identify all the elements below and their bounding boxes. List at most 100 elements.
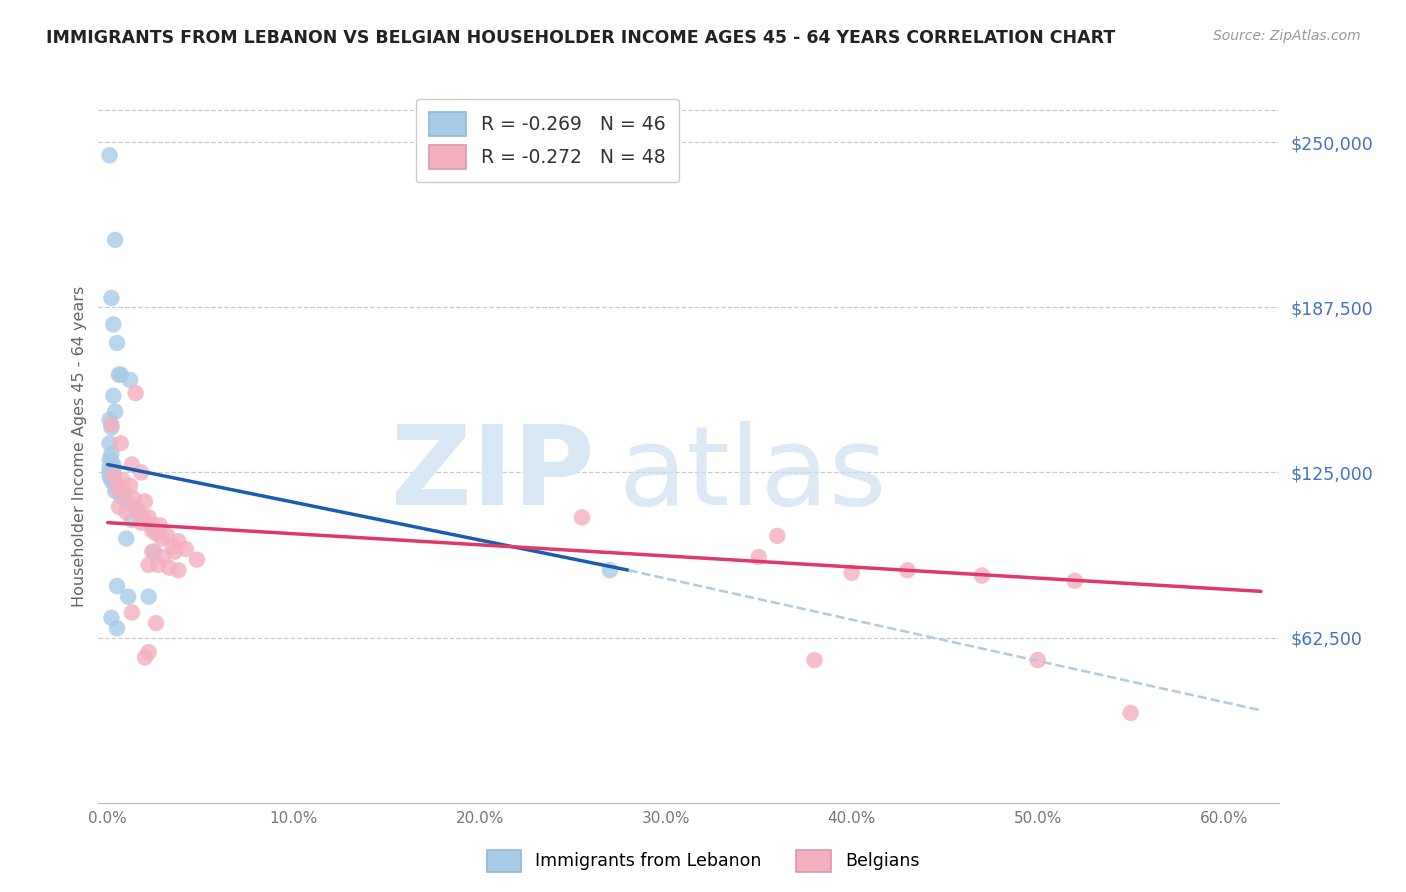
Point	[132, 510, 155, 524]
Text: atlas: atlas	[619, 421, 887, 528]
Point	[127, 502, 149, 516]
Point	[111, 474, 134, 488]
Point	[122, 491, 145, 506]
Point	[129, 516, 152, 530]
Point	[157, 560, 180, 574]
Point	[100, 455, 122, 469]
Point	[100, 447, 122, 461]
Point	[141, 524, 163, 538]
Point	[110, 436, 132, 450]
Point	[141, 518, 163, 533]
Point	[121, 606, 143, 620]
Text: IMMIGRANTS FROM LEBANON VS BELGIAN HOUSEHOLDER INCOME AGES 45 - 64 YEARS CORRELA: IMMIGRANTS FROM LEBANON VS BELGIAN HOUSE…	[46, 29, 1115, 47]
Point	[104, 233, 127, 247]
Point	[156, 529, 179, 543]
Point	[138, 558, 160, 572]
Point	[138, 645, 160, 659]
Point	[1026, 653, 1049, 667]
Point	[141, 545, 163, 559]
Point	[103, 318, 125, 332]
Point	[110, 489, 132, 503]
Point	[98, 412, 121, 426]
Point	[896, 563, 918, 577]
Point	[100, 461, 122, 475]
Legend: Immigrants from Lebanon, Belgians: Immigrants from Lebanon, Belgians	[479, 843, 927, 879]
Point	[803, 653, 825, 667]
Point	[105, 481, 128, 495]
Point	[103, 389, 125, 403]
Point	[186, 552, 208, 566]
Point	[152, 549, 174, 564]
Text: ZIP: ZIP	[391, 421, 595, 528]
Point	[124, 386, 146, 401]
Point	[146, 558, 169, 572]
Point	[115, 505, 138, 519]
Point	[98, 469, 121, 483]
Point	[970, 568, 993, 582]
Point	[149, 518, 172, 533]
Point	[105, 478, 128, 492]
Point	[118, 497, 141, 511]
Point	[104, 404, 127, 418]
Point	[127, 505, 149, 519]
Point	[118, 478, 141, 492]
Y-axis label: Householder Income Ages 45 - 64 years: Householder Income Ages 45 - 64 years	[72, 285, 87, 607]
Point	[98, 460, 121, 475]
Point	[114, 491, 136, 506]
Point	[103, 458, 125, 472]
Point	[1063, 574, 1085, 588]
Point	[105, 579, 128, 593]
Point	[121, 458, 143, 472]
Point	[103, 475, 125, 490]
Point	[143, 545, 166, 559]
Point	[599, 563, 621, 577]
Point	[766, 529, 789, 543]
Point	[103, 467, 125, 481]
Point	[103, 468, 125, 483]
Text: Source: ZipAtlas.com: Source: ZipAtlas.com	[1213, 29, 1361, 44]
Point	[162, 540, 184, 554]
Legend: R = -0.269   N = 46, R = -0.272   N = 48: R = -0.269 N = 46, R = -0.272 N = 48	[416, 99, 679, 182]
Point	[129, 466, 152, 480]
Point	[103, 471, 125, 485]
Point	[1119, 706, 1142, 720]
Point	[134, 650, 156, 665]
Point	[145, 616, 167, 631]
Point	[138, 510, 160, 524]
Point	[748, 549, 770, 564]
Point	[98, 148, 121, 162]
Point	[145, 526, 167, 541]
Point	[104, 483, 127, 498]
Point	[108, 481, 131, 495]
Point	[110, 368, 132, 382]
Point	[105, 335, 128, 350]
Point	[108, 368, 131, 382]
Point	[114, 486, 136, 500]
Point	[167, 563, 190, 577]
Point	[121, 513, 143, 527]
Point	[98, 452, 121, 467]
Point	[103, 463, 125, 477]
Point	[98, 436, 121, 450]
Point	[167, 534, 190, 549]
Point	[100, 420, 122, 434]
Point	[108, 500, 131, 514]
Point	[100, 611, 122, 625]
Point	[150, 532, 173, 546]
Point	[100, 417, 122, 432]
Point	[138, 590, 160, 604]
Point	[100, 291, 122, 305]
Point	[100, 468, 122, 483]
Point	[104, 475, 127, 489]
Point	[134, 494, 156, 508]
Point	[174, 542, 197, 557]
Point	[163, 545, 186, 559]
Point	[841, 566, 863, 580]
Point	[100, 464, 122, 478]
Point	[571, 510, 593, 524]
Point	[100, 474, 122, 488]
Point	[98, 466, 121, 480]
Point	[118, 373, 141, 387]
Point	[105, 621, 128, 635]
Point	[115, 532, 138, 546]
